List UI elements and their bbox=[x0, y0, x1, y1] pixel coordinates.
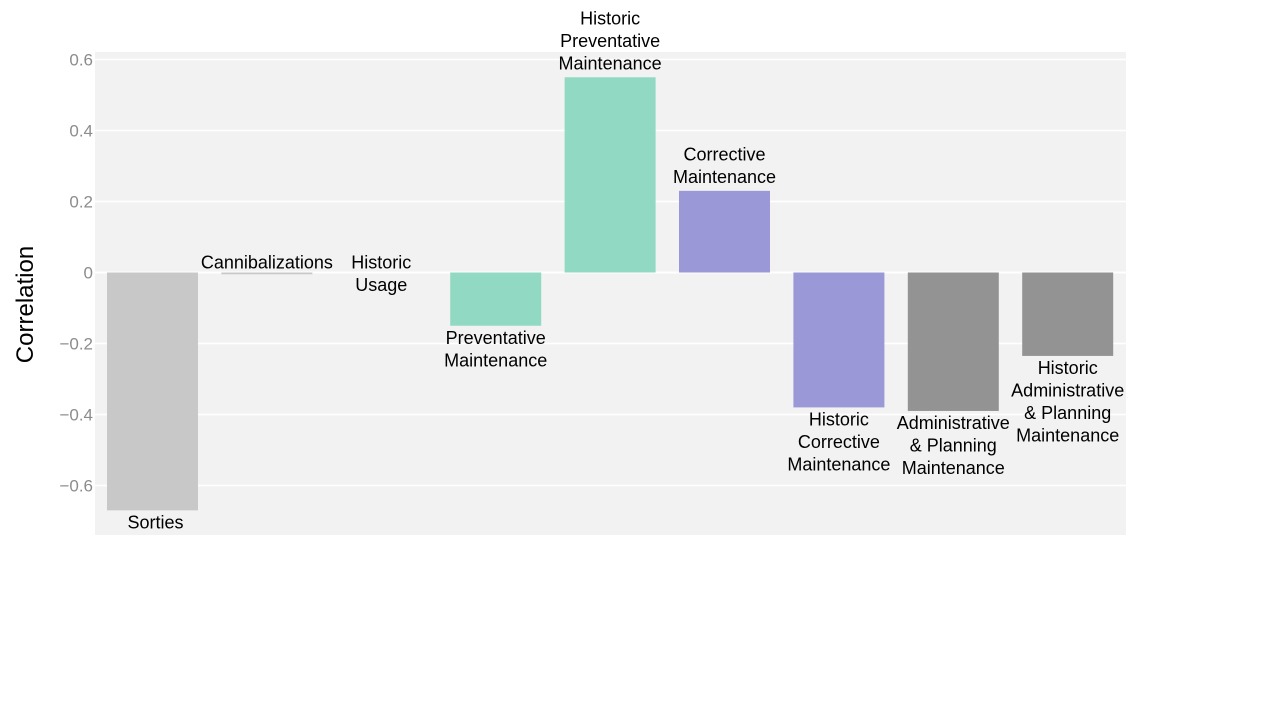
bar-label: Preventative Maintenance bbox=[444, 328, 547, 371]
bar bbox=[793, 272, 885, 408]
bar-label: Historic Administrative & Planning Maintena… bbox=[1011, 358, 1124, 446]
y-tick-label: 0.4 bbox=[69, 122, 93, 141]
y-tick-label: 0 bbox=[84, 264, 93, 283]
bar-label: Historic Corrective Maintenance bbox=[787, 409, 890, 474]
bar-label: Historic Preventative Maintenance bbox=[559, 8, 662, 73]
bar-label: Cannibalizations bbox=[201, 253, 333, 273]
bar bbox=[564, 77, 656, 273]
y-axis-title: Correlation bbox=[12, 246, 39, 363]
bar bbox=[907, 272, 999, 411]
bar bbox=[221, 272, 313, 275]
bar-label: Historic Usage bbox=[351, 253, 411, 296]
bar-labels: Sorties Cannibalizations Historic Usage Prev… bbox=[127, 8, 1124, 532]
bar bbox=[450, 272, 542, 326]
y-axis-ticks: −0.6 −0.4 −0.2 0 0.2 0.4 0.6 bbox=[59, 51, 93, 496]
y-tick-label: −0.2 bbox=[59, 335, 93, 354]
bars bbox=[107, 77, 1114, 511]
bar bbox=[1022, 272, 1114, 356]
bar bbox=[679, 190, 770, 273]
bar-label: Administrative & Planning Maintenance bbox=[897, 413, 1010, 478]
y-tick-label: 0.6 bbox=[69, 51, 93, 70]
y-tick-label: 0.2 bbox=[69, 193, 93, 212]
y-tick-label: −0.6 bbox=[59, 477, 93, 496]
bar bbox=[107, 272, 198, 511]
y-tick-label: −0.4 bbox=[59, 406, 93, 425]
bar-label: Sorties bbox=[127, 512, 183, 532]
bar-label: Corrective Maintenance bbox=[673, 144, 776, 187]
